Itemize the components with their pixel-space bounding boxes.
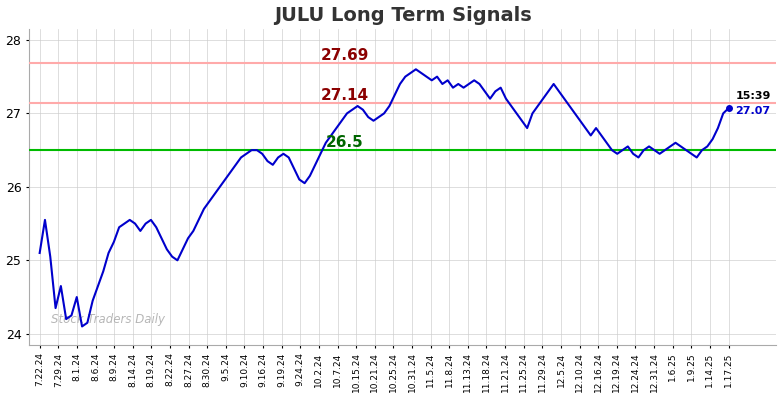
Text: 27.07: 27.07 — [735, 106, 771, 116]
Title: JULU Long Term Signals: JULU Long Term Signals — [274, 6, 532, 25]
Text: Stock Traders Daily: Stock Traders Daily — [52, 313, 165, 326]
Text: 27.14: 27.14 — [321, 88, 369, 103]
Text: 15:39: 15:39 — [735, 92, 771, 101]
Text: 27.69: 27.69 — [321, 48, 369, 63]
Text: 26.5: 26.5 — [326, 135, 364, 150]
